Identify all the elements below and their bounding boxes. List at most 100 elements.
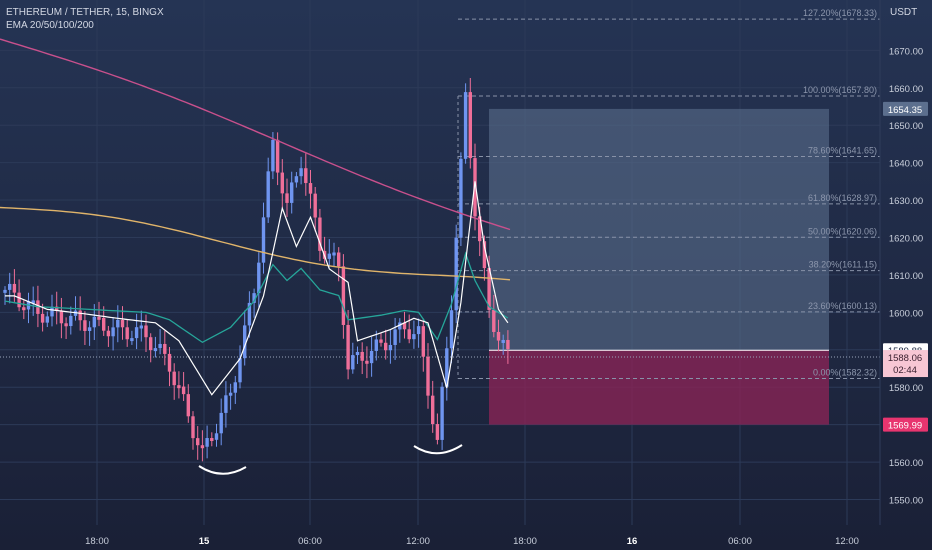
candle-body: [407, 329, 411, 340]
candle-body: [374, 339, 378, 351]
candle-body: [200, 445, 205, 449]
ema-lines: [0, 38, 511, 396]
currency-label: USDT: [890, 7, 918, 18]
candle-body: [111, 327, 115, 337]
candle-body: [177, 385, 181, 389]
candle-body: [224, 395, 228, 413]
candle-body: [496, 331, 501, 341]
symbol-title: ETHEREUM / TETHER, 15, BINGX: [6, 7, 164, 18]
candle-body: [257, 262, 261, 294]
right-bottom-arc: [413, 444, 463, 455]
candle-body: [139, 325, 143, 329]
time-axis[interactable]: 18:00 15 06:00 12:00 18:00 16 06:00 12:00: [85, 536, 859, 547]
candle-body: [181, 386, 186, 395]
candle-body: [275, 139, 280, 173]
ema-20-line: [5, 181, 509, 396]
candle-body: [280, 172, 284, 194]
candle-body: [473, 158, 477, 217]
candle-body: [97, 316, 101, 320]
candle-body: [421, 326, 425, 357]
candle-body: [205, 438, 209, 447]
fib-level-label: 127.20%(1678.33): [803, 8, 877, 18]
candle-body: [304, 168, 308, 184]
fib-level-label: 50.00%(1620.06): [808, 226, 877, 236]
candle-body: [445, 348, 449, 387]
price-axis[interactable]: 1550.001560.001570.001580.001590.001600.…: [879, 0, 928, 525]
fib-level-label: 23.60%(1600.13): [808, 301, 877, 311]
candle-body: [3, 289, 7, 293]
candle-body: [191, 416, 195, 439]
candle-body: [50, 306, 54, 317]
ema-200-line: [0, 38, 511, 231]
candle-body: [416, 326, 421, 335]
candle-body: [149, 337, 153, 351]
candle-body: [308, 183, 313, 194]
candle-body: [506, 339, 510, 350]
candle-body: [243, 325, 247, 359]
price-tick-label: 1600.00: [889, 308, 923, 319]
target-zone: [489, 108, 829, 351]
ema-50-line: [4, 251, 509, 344]
time-tick-label: 16: [627, 536, 638, 547]
candle-body: [233, 382, 237, 393]
price-tick-label: 1610.00: [889, 271, 923, 282]
candle-body: [40, 313, 45, 323]
target-price-label: 1654.35: [888, 105, 922, 116]
price-tick-label: 1640.00: [889, 159, 923, 170]
candle-body: [144, 325, 148, 338]
candle-body: [87, 327, 92, 331]
time-tick-label: 12:00: [835, 536, 859, 547]
candle-body: [431, 395, 435, 425]
last-price-badge: [883, 350, 928, 378]
candle-body: [271, 139, 275, 172]
candle-body: [318, 217, 322, 251]
price-tick-label: 1630.00: [889, 196, 923, 207]
candle-body: [369, 350, 374, 364]
candle-body: [196, 438, 200, 446]
candle-body: [45, 316, 49, 323]
bar-countdown: 02:44: [893, 365, 917, 376]
candle-body: [482, 241, 487, 269]
candle-body: [106, 330, 111, 337]
candle-body: [83, 320, 87, 331]
time-tick-label: 18:00: [513, 536, 537, 547]
ema-100-line: [0, 206, 511, 281]
fib-level-label: 61.80%(1628.97): [808, 193, 877, 203]
candle-body: [454, 237, 458, 311]
stop-price-label-bg: [883, 417, 928, 432]
price-tick-label: 1560.00: [889, 458, 923, 469]
indicator-label[interactable]: EMA 20/50/100/200: [6, 20, 94, 31]
candle-body: [487, 268, 491, 310]
candle-body: [266, 171, 270, 218]
candle-body: [78, 310, 82, 321]
candle-body: [8, 283, 12, 290]
fib-level-label: 78.60%(1641.65): [808, 145, 877, 155]
candle-body: [501, 339, 505, 343]
candle-body: [327, 253, 331, 259]
fib-level-label: 0.00%(1582.32): [813, 368, 877, 378]
candle-body: [210, 438, 214, 442]
candle-body: [285, 193, 289, 203]
candle-body: [388, 344, 393, 351]
candle-body: [294, 176, 299, 183]
candle-body: [332, 252, 336, 256]
candle-body: [313, 193, 317, 218]
candle-body: [102, 318, 106, 331]
candle-body: [167, 353, 172, 372]
candle-body: [228, 392, 233, 396]
candle-body: [214, 433, 219, 440]
candle-body: [153, 348, 158, 352]
candle-body: [384, 342, 388, 351]
candle-body: [22, 307, 26, 311]
fibonacci-retracement[interactable]: 127.20%(1678.33) 100.00%(1657.80) 78.60%(1…: [457, 8, 880, 380]
candle-body: [290, 182, 294, 203]
candle-body: [125, 327, 129, 340]
candle-body: [440, 386, 444, 440]
candle-body: [12, 283, 17, 293]
candle-body: [69, 315, 73, 327]
candle-body: [402, 322, 407, 330]
time-tick-label: 12:00: [406, 536, 430, 547]
candle-body: [55, 306, 59, 311]
